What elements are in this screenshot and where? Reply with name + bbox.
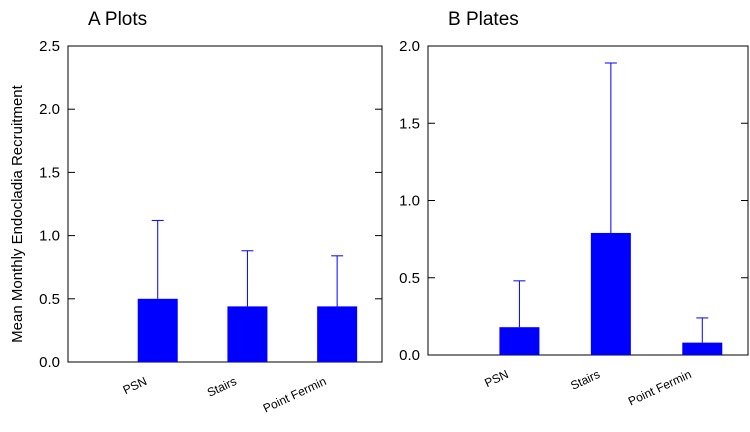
y-tick-label: 1.0 bbox=[39, 228, 60, 245]
y-tick-label: 1.5 bbox=[39, 164, 60, 181]
plot-frame bbox=[67, 45, 383, 363]
bar bbox=[227, 306, 268, 362]
x-tick-label: Point Fermin bbox=[261, 374, 329, 415]
x-tick-label: Point Fermin bbox=[626, 367, 694, 408]
y-tick-label: 2.0 bbox=[39, 101, 60, 118]
y-tick-label: 0.5 bbox=[39, 291, 60, 308]
x-tick-label: Stairs bbox=[568, 367, 602, 393]
y-axis-label: Mean Monthly Endocladia Recruitment bbox=[9, 84, 26, 342]
x-tick-label: Stairs bbox=[205, 374, 239, 400]
y-tick-label: 2.0 bbox=[399, 38, 420, 55]
plot-frame bbox=[427, 45, 749, 356]
y-tick-label: 2.5 bbox=[39, 38, 60, 55]
bar bbox=[682, 342, 723, 355]
chart-title: A Plots bbox=[88, 9, 147, 30]
bar bbox=[137, 298, 178, 362]
bar bbox=[317, 306, 358, 362]
y-tick-label: 1.0 bbox=[399, 193, 420, 210]
y-tick-label: 0.0 bbox=[399, 347, 420, 364]
y-tick-label: 1.5 bbox=[399, 115, 420, 132]
x-tick-label: PSN bbox=[482, 367, 510, 390]
y-tick-label: 0.0 bbox=[39, 354, 60, 371]
chart-title: B Plates bbox=[448, 9, 519, 30]
bar bbox=[499, 327, 540, 355]
y-tick-label: 0.5 bbox=[399, 270, 420, 287]
x-tick-label: PSN bbox=[121, 374, 149, 397]
bar bbox=[590, 232, 631, 355]
